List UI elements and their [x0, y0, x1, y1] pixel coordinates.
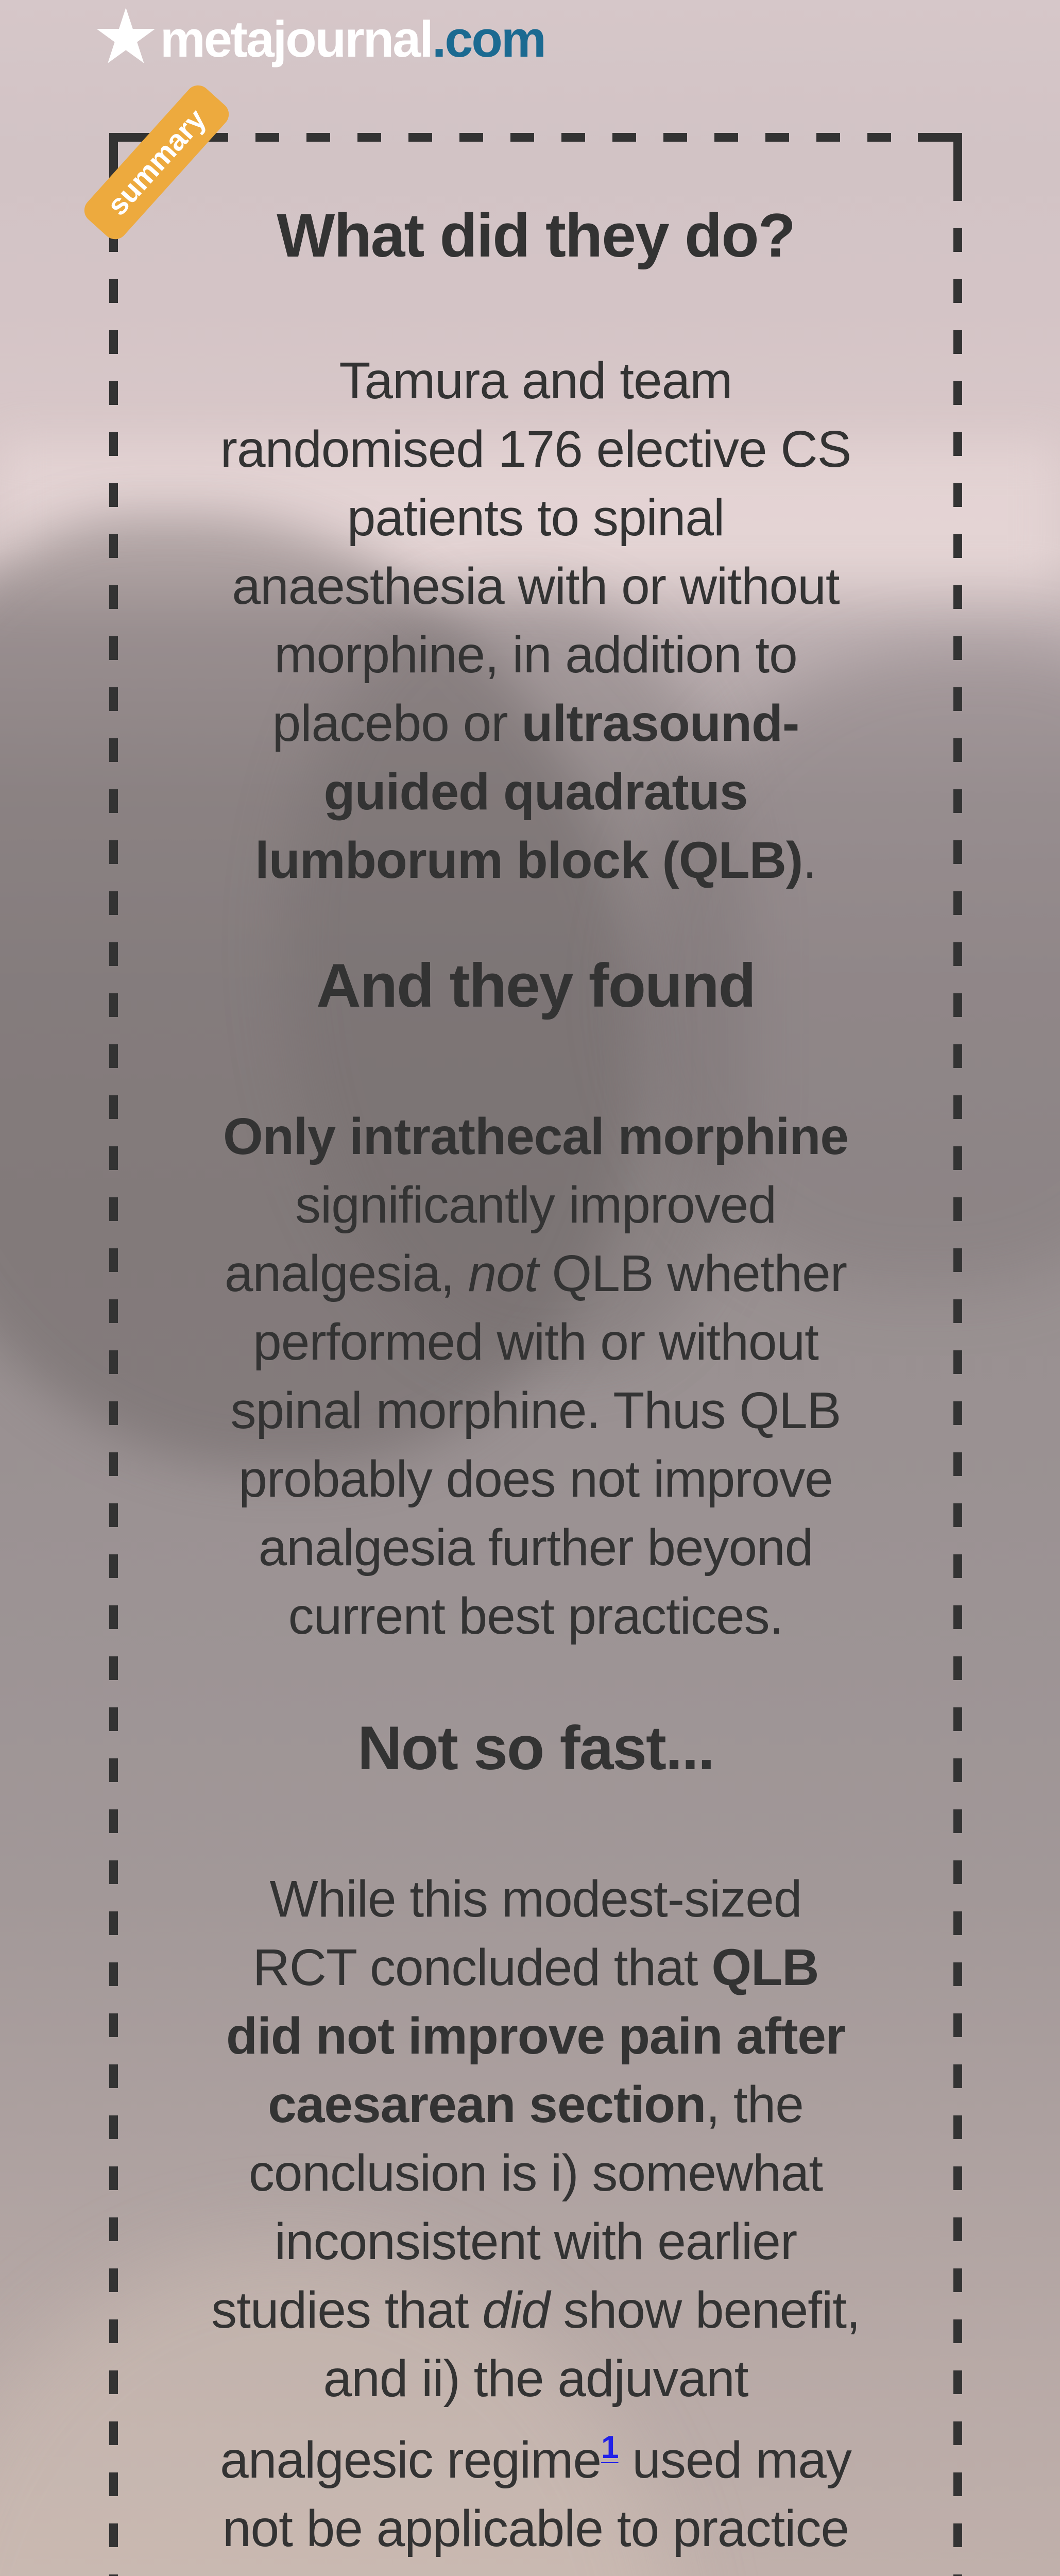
metajournal-logo: ★ metajournal .com: [92, 0, 546, 79]
section-heading-and-they-found: And they found: [316, 951, 756, 1020]
card-corner: [918, 133, 962, 177]
logo-tld: .com: [432, 10, 546, 67]
background-sky-band: [0, 443, 1060, 587]
star-icon: ★: [92, 0, 160, 79]
section-paragraph-caveats: While this modest-sized RCT concluded tha…: [211, 1870, 861, 2576]
card-border-right: [953, 177, 962, 2576]
section-heading-not-so-fast: Not so fast...: [357, 1714, 715, 1783]
section-heading-what-did-they-do: What did they do?: [277, 201, 796, 270]
logo-name: metajournal: [160, 10, 434, 67]
card-corner: [109, 133, 153, 177]
footnote-ref-link[interactable]: 1: [601, 2430, 619, 2465]
section-paragraph-methods: Tamura and team randomised 176 elective C…: [220, 352, 852, 889]
summary-card: What did they do? Tamura and team randomi…: [109, 133, 962, 2576]
section-paragraph-findings: Only intrathecal morphine significantly i…: [223, 1108, 849, 1645]
background-rock-formation: [283, 592, 747, 1365]
card-border-left: [109, 177, 118, 2576]
card-border-top: [153, 133, 918, 142]
